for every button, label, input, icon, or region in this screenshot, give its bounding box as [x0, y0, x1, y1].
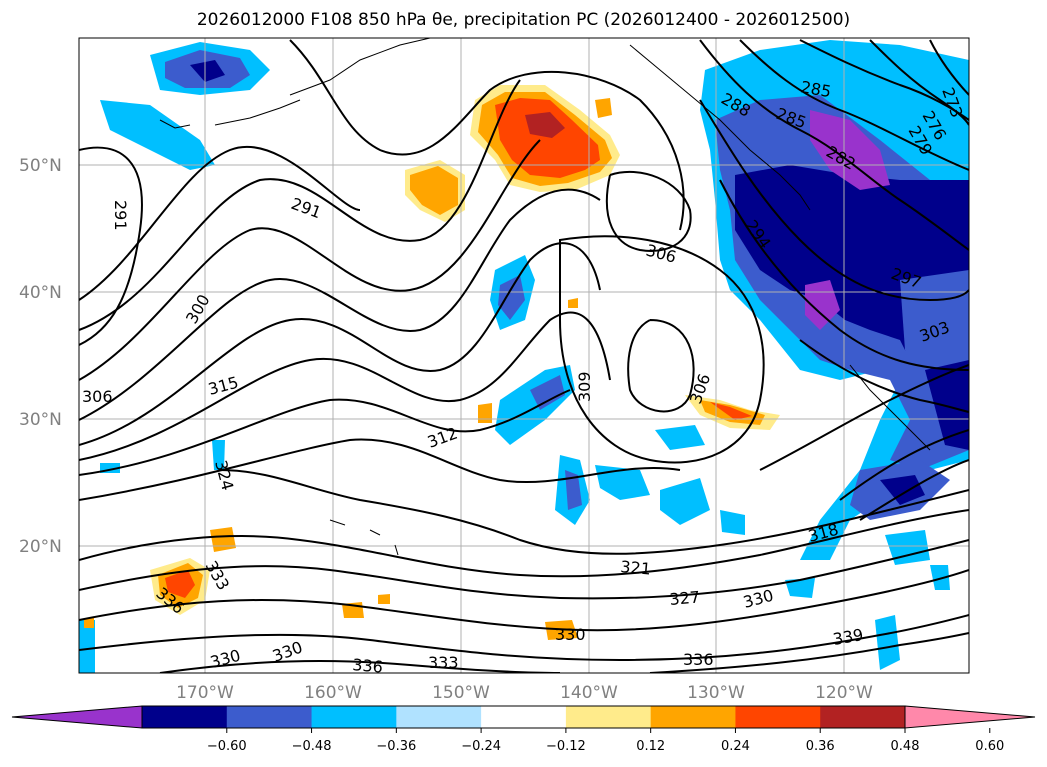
lon-label-170w: 170°W: [176, 683, 234, 703]
colorbar-tick-label: −0.36: [376, 739, 416, 754]
contour-label: 291: [111, 200, 130, 231]
colorbar-extend-high: [904, 705, 1036, 729]
colorbar-tick-label: −0.12: [546, 739, 586, 754]
map-plot-area: 291 291 300 306 306 306 309 312 315 318 …: [79, 38, 969, 677]
colorbar-segment: [735, 706, 821, 728]
colorbar-segment: [226, 706, 313, 728]
longitude-labels: 170°W 160°W 150°W 140°W 130°W 120°W: [176, 683, 873, 703]
colorbar-frame: [141, 705, 906, 729]
lon-label-120w: 120°W: [815, 683, 873, 703]
colorbar-tick-label: −0.48: [292, 739, 332, 754]
contour-label: 309: [575, 371, 594, 402]
contour-label: 306: [82, 387, 113, 406]
contour-label: 336: [352, 655, 384, 677]
map-title: 2026012000 F108 850 hPa θe, precipitatio…: [196, 10, 851, 30]
lon-label-150w: 150°W: [432, 683, 490, 703]
latitude-labels: 50°N 40°N 30°N 20°N: [19, 156, 62, 557]
map-gridlines: [79, 38, 969, 673]
theta-e-contours: [79, 39, 969, 673]
contour-label: 327: [669, 587, 701, 609]
colorbar-tick-label: 0.60: [975, 739, 1004, 754]
lon-label-140w: 140°W: [560, 683, 618, 703]
colorbar-segment: [820, 706, 906, 728]
contour-label: 336: [683, 650, 714, 669]
colorbar-segment: [142, 706, 228, 728]
colorbar-segment: [396, 706, 482, 728]
lon-label-160w: 160°W: [304, 683, 362, 703]
colorbar-segment: [565, 706, 652, 728]
colorbar-tick-label: −0.60: [207, 739, 247, 754]
contour-label: 330: [555, 625, 586, 644]
lon-label-130w: 130°W: [687, 683, 745, 703]
lat-label-40n: 40°N: [19, 283, 62, 303]
lat-label-50n: 50°N: [19, 156, 62, 176]
lat-label-30n: 30°N: [19, 410, 62, 430]
colorbar-segment: [650, 706, 736, 728]
colorbar-tick-label: 0.12: [636, 739, 665, 754]
contour-label: 333: [428, 653, 459, 672]
plot-frame: [78, 37, 970, 674]
colorbar: −0.60 −0.48 −0.36 −0.24 −0.12 0.12 0.24 0.36 0.4…: [11, 705, 1036, 754]
colorbar-segment: [311, 706, 397, 728]
colorbar-tick-label: −0.24: [461, 739, 501, 754]
colorbar-tick-label: 0.24: [721, 739, 750, 754]
colorbar-tick-label: 0.48: [891, 739, 920, 754]
colorbar-segment: [481, 706, 567, 728]
colorbar-tick-label: 0.36: [806, 739, 835, 754]
lat-label-20n: 20°N: [19, 537, 62, 557]
contour-label: 321: [620, 557, 652, 579]
precip-negative-shading: [79, 40, 969, 673]
coastlines: [159, 38, 931, 556]
colorbar-extend-low: [11, 705, 143, 729]
